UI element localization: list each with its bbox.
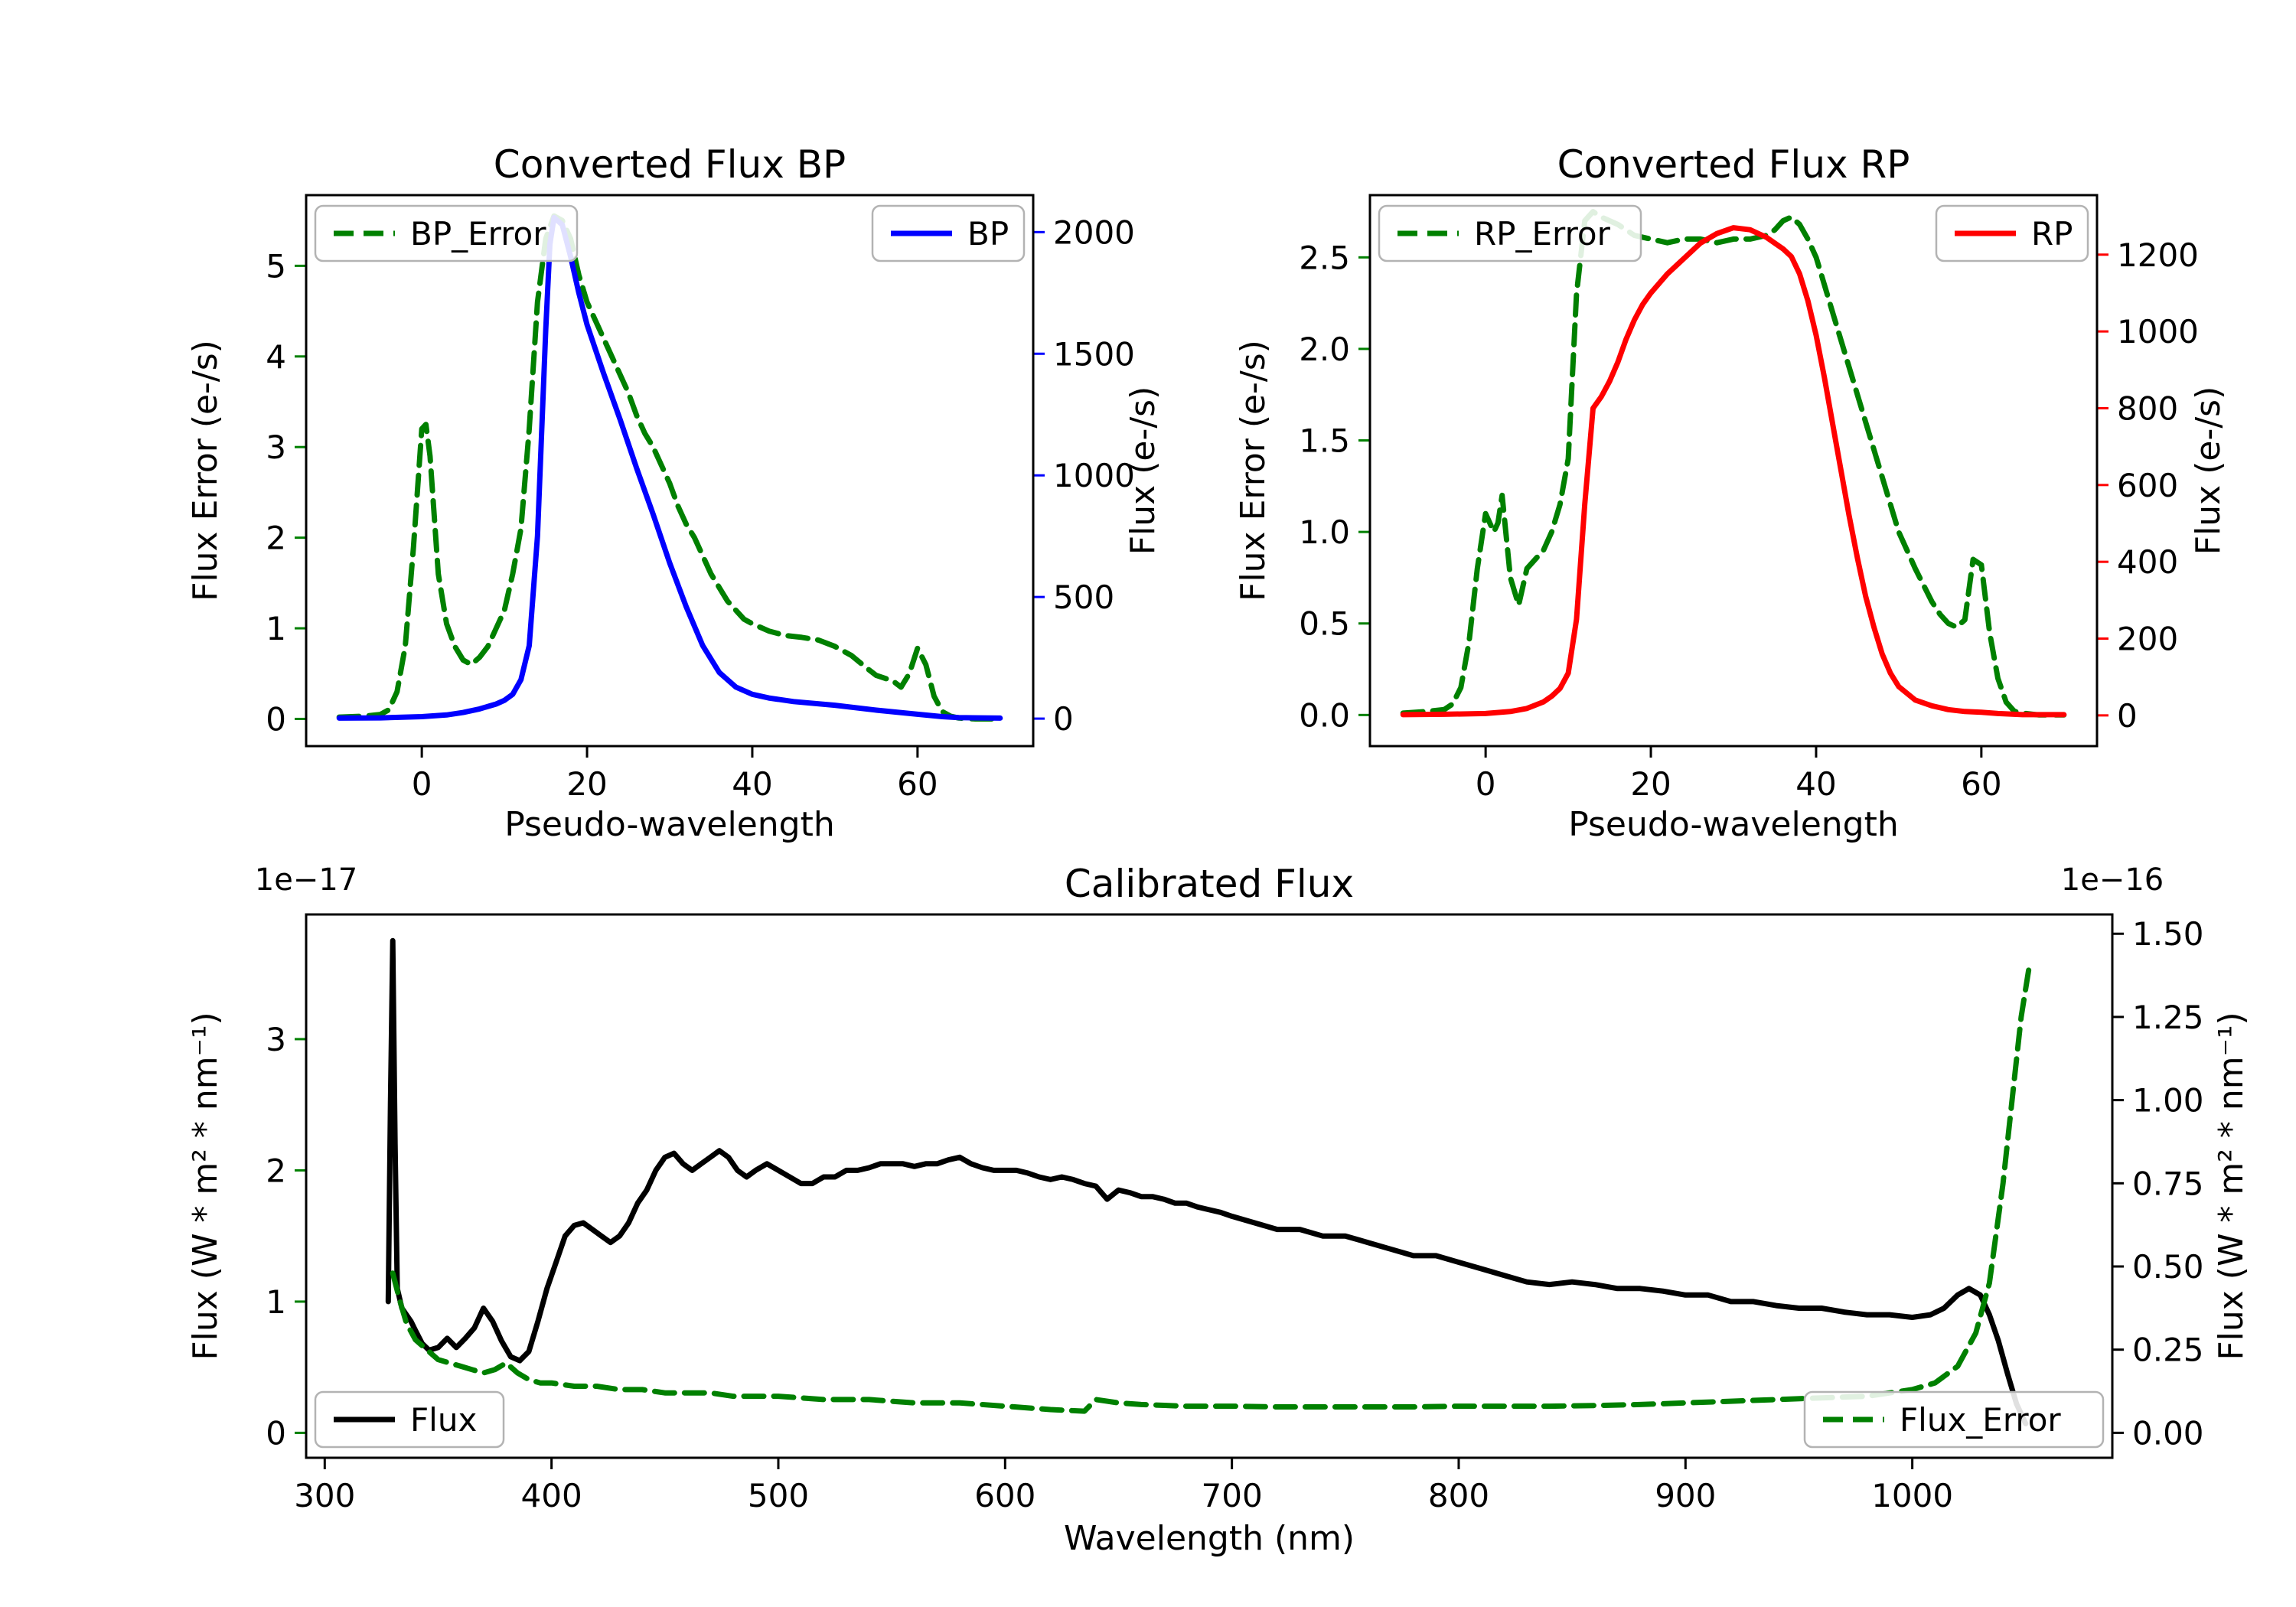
subplot-rp: Converted Flux RP Pseudo-wavelength Flux…	[1234, 142, 2228, 844]
rp-series	[1400, 209, 2067, 718]
cal-ytick-left-label: 2	[266, 1152, 286, 1189]
rp-ytick-left-label: 2.5	[1299, 239, 1350, 276]
bp-ytick-left-label: 2	[266, 520, 286, 557]
bp-ytick-right-label: 0	[1053, 700, 1074, 738]
cal-ytick-right-label: 0.50	[2132, 1248, 2204, 1286]
rp-xtick-label: 40	[1795, 765, 1836, 803]
cal-legends: Flux Flux_Error	[314, 1390, 2105, 1449]
bp-legend-label: BP	[967, 215, 1009, 253]
cal-offset-left: 1e−17	[255, 862, 357, 898]
bp-legend-box	[314, 204, 579, 262]
cal-ytick-right-label: 0.75	[2132, 1165, 2204, 1202]
bp-ytick-right-label: 2000	[1053, 214, 1135, 251]
cal-ytick-right-label: 1.25	[2132, 999, 2204, 1036]
cal-ytick-left-label: 3	[266, 1021, 286, 1058]
bp-xtick-label: 0	[412, 765, 432, 803]
rp-ytick-left-label: 1.0	[1299, 513, 1350, 551]
cal-ytick-right-label: 1.00	[2132, 1082, 2204, 1120]
rp-legend-box	[1378, 204, 1642, 262]
rp-xtick-label: 60	[1961, 765, 2001, 803]
cal-xtick-label: 300	[294, 1477, 355, 1514]
cal-legend-label: Flux	[410, 1401, 477, 1439]
bp-series	[336, 213, 1003, 722]
rp-ytick-right-label: 200	[2117, 621, 2178, 658]
rp-ytick-left-label: 0.0	[1299, 696, 1350, 734]
cal-ytick-right-label: 0.00	[2132, 1414, 2204, 1452]
bp-error-line	[336, 213, 1003, 722]
cal-legend-box	[1803, 1390, 2105, 1449]
bp-ytick-right-label: 1000	[1053, 457, 1135, 494]
bp-ylabel-left: Flux Error (e-/s)	[186, 340, 225, 601]
cal-xtick-label: 600	[974, 1477, 1035, 1514]
bp-axes-frame	[305, 194, 1035, 748]
bp-ytick-right-label: 1500	[1053, 335, 1135, 373]
rp-ytick-right-label: 1000	[2117, 313, 2199, 350]
bp-ytick-right-label: 500	[1053, 579, 1114, 616]
rp-legends: RP_Error RP	[1378, 204, 2089, 262]
bp-ticks: 0 20 40 60 0 1 2 3 4 5 0 500 1000 1500 2000	[266, 214, 1135, 803]
rp-ytick-right-label: 800	[2117, 390, 2178, 427]
subplot-bp: Converted Flux BP Pseudo-wavelength Flux…	[186, 142, 1163, 844]
cal-xtick-label: 900	[1655, 1477, 1716, 1514]
cal-xtick-label: 400	[521, 1477, 582, 1514]
cal-ylabel-left: Flux (W * m² * nm⁻¹)	[186, 1012, 225, 1360]
cal-xtick-label: 500	[748, 1477, 809, 1514]
bp-ytick-left-label: 1	[266, 610, 286, 647]
cal-series	[385, 937, 2033, 1426]
cal-ytick-left-label: 0	[266, 1414, 286, 1452]
cal-ytick-right-label: 0.25	[2132, 1332, 2204, 1369]
rp-ytick-right-label: 400	[2117, 543, 2178, 581]
rp-ytick-left-label: 0.5	[1299, 605, 1350, 643]
cal-ytick-right-label: 1.50	[2132, 915, 2204, 953]
bp-xtick-label: 60	[897, 765, 938, 803]
cal-title: Calibrated Flux	[1065, 862, 1354, 906]
rp-legend-label: RP	[2031, 215, 2073, 253]
bp-line	[336, 214, 1003, 721]
bp-xlabel: Pseudo-wavelength	[504, 805, 835, 844]
bp-ytick-left-label: 4	[266, 338, 286, 376]
rp-ticks: 0 20 40 60 0.0 0.5 1.0 1.5 2.0 2.5 0 200 400 600 800 10…	[1299, 236, 2199, 803]
rp-error-line	[1400, 209, 2067, 718]
bp-xtick-label: 20	[566, 765, 607, 803]
bp-title: Converted Flux BP	[494, 142, 846, 187]
rp-ytick-right-label: 0	[2117, 697, 2138, 735]
cal-xtick-label: 700	[1202, 1477, 1263, 1514]
bp-ytick-left-label: 5	[266, 247, 286, 285]
flux-error-line	[390, 957, 2033, 1414]
bp-ylabel-right: Flux (e-/s)	[1124, 386, 1163, 555]
rp-axes-frame	[1368, 194, 2099, 748]
subplot-cal: Calibrated Flux Wavelength (nm) Flux (W …	[186, 862, 2251, 1558]
rp-ylabel-left: Flux Error (e-/s)	[1234, 340, 1273, 601]
rp-ytick-right-label: 1200	[2117, 236, 2199, 274]
cal-offset-right: 1e−16	[2061, 862, 2164, 898]
bp-ytick-left-label: 0	[266, 700, 286, 738]
rp-ytick-right-label: 600	[2117, 467, 2178, 504]
rp-ytick-left-label: 2.0	[1299, 331, 1350, 368]
flux-line	[385, 937, 2029, 1426]
cal-xtick-label: 1000	[1871, 1477, 1953, 1514]
rp-ylabel-right: Flux (e-/s)	[2189, 386, 2228, 555]
cal-legend-label: Flux_Error	[1900, 1401, 2061, 1439]
cal-legend-box	[314, 1390, 505, 1449]
rp-title: Converted Flux RP	[1557, 142, 1910, 187]
bp-legends: BP_Error BP	[314, 204, 1026, 262]
bp-legend-label: BP_Error	[410, 215, 546, 253]
rp-xtick-label: 20	[1630, 765, 1671, 803]
bp-ytick-left-label: 3	[266, 429, 286, 466]
rp-ytick-left-label: 1.5	[1299, 422, 1350, 460]
rp-xtick-label: 0	[1476, 765, 1496, 803]
rp-legend-label: RP_Error	[1474, 215, 1611, 253]
cal-ytick-left-label: 1	[266, 1283, 286, 1321]
cal-xtick-label: 800	[1428, 1477, 1489, 1514]
cal-xlabel: Wavelength (nm)	[1064, 1519, 1355, 1558]
cal-ylabel-right: Flux (W * m² * nm⁻¹)	[2212, 1012, 2251, 1360]
cal-axes-frame	[305, 913, 2114, 1459]
bp-xtick-label: 40	[732, 765, 772, 803]
rp-line	[1400, 225, 2067, 718]
cal-ticks: 300 400 500 600 700 800 900 1000 0 1 2 3 0.00 0.25 0.5…	[266, 915, 2203, 1514]
rp-xlabel: Pseudo-wavelength	[1568, 805, 1899, 844]
